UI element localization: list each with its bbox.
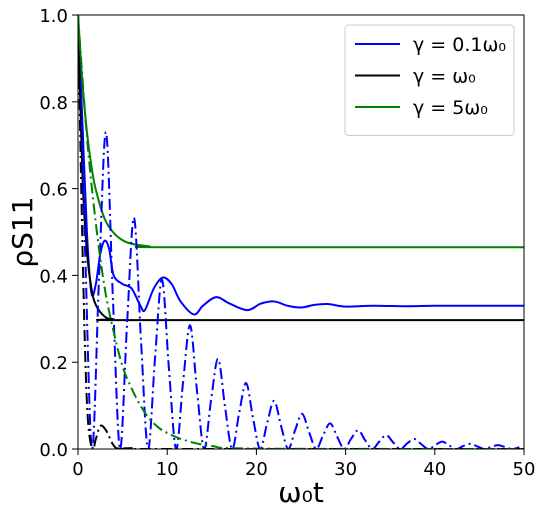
legend-label: γ = ω₀ — [413, 66, 476, 88]
y-tick-label: 0.6 — [39, 180, 68, 201]
x-tick-label: 10 — [156, 459, 179, 480]
x-tick-label: 0 — [72, 459, 83, 480]
y-tick-label: 0.4 — [39, 266, 68, 287]
legend-label: γ = 0.1ω₀ — [413, 34, 506, 56]
plot-frame — [77, 14, 525, 450]
line-series — [78, 15, 520, 449]
legend-label: γ = 5ω₀ — [413, 97, 488, 119]
x-tick-label: 20 — [245, 459, 268, 480]
line-series — [78, 15, 524, 249]
line-series — [78, 15, 524, 449]
y-tick-label: 0.0 — [39, 440, 68, 461]
x-axis-label: ω₀t — [278, 476, 324, 509]
x-tick-label: 30 — [334, 459, 357, 480]
y-tick-label: 0.2 — [39, 353, 68, 374]
x-tick-label: 40 — [423, 459, 446, 480]
y-tick-label: 1.0 — [39, 6, 68, 27]
x-tick-label: 50 — [513, 459, 536, 480]
y-tick-label: 0.8 — [39, 93, 68, 114]
y-axis-label: ρS11 — [6, 196, 39, 267]
